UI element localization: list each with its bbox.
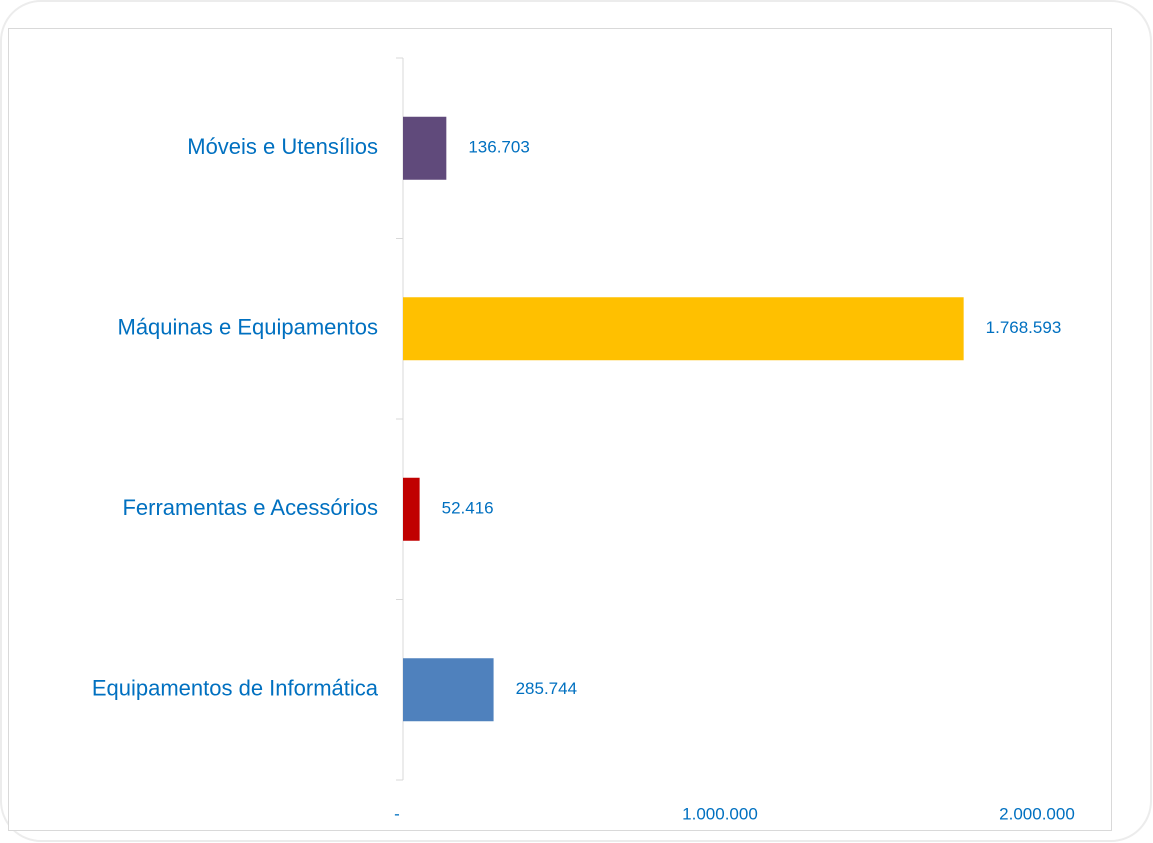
category-label: Ferramentas e Acessórios [122, 495, 378, 520]
value-label: 52.416 [442, 499, 494, 518]
plot-frame [8, 28, 1112, 831]
value-label: 285.744 [516, 679, 577, 698]
bar [403, 477, 420, 541]
category-label: Máquinas e Equipamentos [118, 315, 379, 340]
bar [403, 116, 447, 180]
value-label: 136.703 [468, 138, 529, 157]
bar [403, 658, 494, 722]
x-tick-label: - [394, 804, 400, 823]
category-label: Equipamentos de Informática [92, 676, 379, 701]
x-tick-label: 2.000.000 [999, 804, 1075, 823]
bar [403, 297, 964, 361]
value-label: 1.768.593 [986, 318, 1062, 337]
category-label: Móveis e Utensílios [187, 134, 378, 159]
x-tick-label: 1.000.000 [682, 804, 758, 823]
